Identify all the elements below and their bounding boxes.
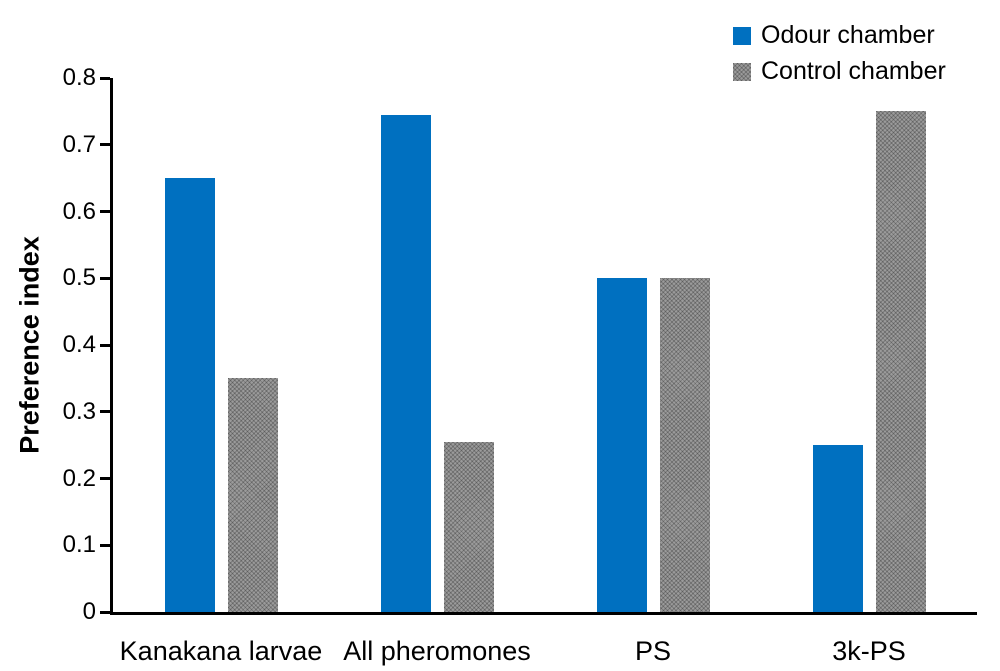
y-tick-label: 0.7 [62, 130, 96, 158]
bar-control-chamber-1 [443, 441, 494, 612]
legend-label: Control chamber [761, 57, 946, 85]
y-axis-tick [100, 276, 110, 280]
y-axis-tick [100, 343, 110, 347]
legend-row-odour-chamber: Odour chamber [733, 21, 946, 49]
y-axis-tick [100, 543, 110, 547]
control-chamber-swatch-icon [733, 62, 751, 81]
y-tick-label: 0.4 [62, 331, 96, 358]
legend: Odour chamber Control chamber [733, 21, 946, 94]
y-axis-tick [100, 210, 110, 213]
y-tick-label: 0.8 [62, 64, 96, 91]
bar-control-chamber-3 [875, 111, 926, 612]
y-axis-tick [100, 76, 110, 80]
bar-odour-chamber-1 [380, 114, 431, 612]
y-tick-label: 0 [82, 598, 96, 625]
x-category-label: 3k-PS [832, 636, 906, 666]
x-category-label: All pheromones [343, 636, 531, 666]
x-category-label: Kanakana larvae [119, 636, 323, 666]
bar-control-chamber-2 [659, 278, 710, 612]
plot-area [100, 76, 977, 615]
bar-odour-chamber-3 [812, 445, 863, 612]
y-tick-label: 0.6 [62, 197, 96, 225]
y-axis-tick [100, 410, 110, 414]
bar-control-chamber-0 [227, 378, 278, 612]
y-tick-label: 0.1 [62, 531, 96, 559]
y-axis-tick [100, 143, 110, 147]
y-axis-tick [100, 610, 110, 614]
odour-chamber-swatch-icon [733, 26, 751, 45]
legend-row-control-chamber: Control chamber [733, 57, 946, 85]
x-category-label: PS [634, 636, 672, 666]
bar-odour-chamber-2 [596, 278, 647, 612]
y-tick-label: 0.3 [62, 397, 96, 425]
bar-odour-chamber-0 [164, 178, 215, 612]
legend-label: Odour chamber [761, 21, 935, 49]
y-axis-tick [100, 477, 110, 480]
y-tick-label: 0.5 [62, 264, 96, 292]
y-tick-label: 0.2 [62, 464, 96, 492]
